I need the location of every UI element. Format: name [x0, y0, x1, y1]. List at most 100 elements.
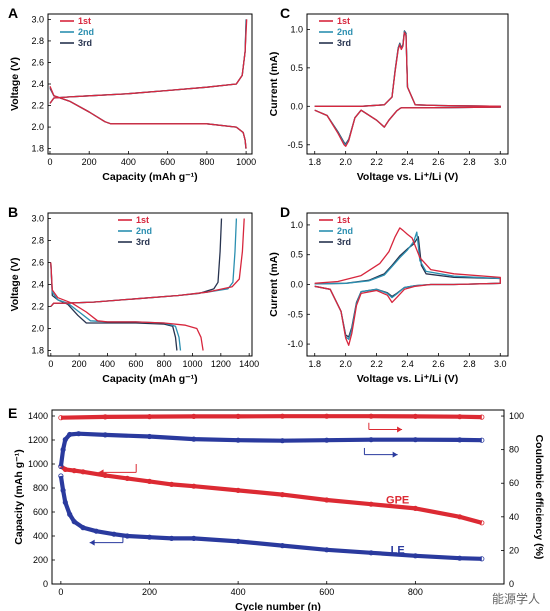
gpe-left-arrow-head [98, 469, 104, 476]
data-point [102, 432, 108, 438]
data-point [279, 491, 285, 498]
data-point [235, 487, 241, 493]
data-point [124, 475, 130, 481]
series-line-charge [49, 19, 248, 104]
data-point [146, 478, 153, 484]
x-tick-label: 1400 [239, 359, 259, 369]
x-tick-label: 2.8 [463, 157, 476, 167]
data-point [191, 436, 197, 442]
data-point [235, 538, 241, 545]
data-point [71, 518, 77, 525]
data-point [58, 415, 64, 421]
data-point [479, 520, 485, 526]
series-line-gpe-capacity [59, 464, 483, 525]
x-axis-label: Voltage vs. Li⁺/Li (V) [357, 171, 459, 183]
x-tick-label: 1200 [211, 359, 231, 369]
y-right-axis-label: Coulombic efficiency (%) [533, 435, 545, 560]
x-tick-label: 200 [82, 157, 97, 167]
data-point [93, 528, 99, 534]
x-tick-label: 2.4 [401, 359, 414, 369]
legend-label: 3rd [136, 237, 150, 247]
x-tick-label: 200 [72, 359, 87, 369]
data-point [412, 505, 418, 511]
data-point [479, 437, 485, 443]
legend-label: 2nd [78, 27, 94, 37]
annotation-le: LE [391, 544, 405, 556]
data-point [368, 437, 374, 443]
series-line-le-capacity [58, 475, 482, 561]
data-point [324, 413, 330, 419]
data-point [102, 414, 108, 420]
y-tick-label: 3.0 [31, 214, 44, 224]
data-point [324, 497, 330, 503]
legend-label: 3rd [337, 237, 351, 247]
y-tick-label: 400 [33, 531, 48, 541]
y-axis-label: Current (mA) [268, 252, 280, 317]
y-tick-label: 1.0 [290, 220, 303, 230]
y-tick-label: 0.5 [290, 63, 303, 73]
panel-b: B 0 200 400 600 800 1000 1200 1400 1.8 2.0 2.2 2.4 2.… [8, 204, 259, 385]
data-point [60, 487, 66, 493]
legend-label: 2nd [136, 226, 152, 236]
x-axis-label: Capacity (mAh g⁻¹) [102, 373, 197, 385]
x-tick-label: 400 [231, 587, 246, 597]
data-point [169, 481, 175, 487]
data-point [279, 542, 285, 549]
y-tick-label: 0.5 [290, 250, 303, 260]
data-point [191, 535, 197, 542]
y-tick-label: 0.0 [290, 101, 303, 111]
data-point [62, 436, 68, 443]
series-line-charge [50, 218, 245, 307]
y-axis-label: Current (mA) [268, 52, 280, 117]
data-point [62, 499, 68, 505]
data-point [111, 531, 117, 537]
panel-d: D 1.8 2.0 2.2 2.4 2.6 2.8 3.0 -1.0 -0.5 0.0 0.5 1.0 V… [268, 204, 509, 385]
y-tick-label: 2.6 [31, 258, 44, 268]
x-tick-label: 800 [157, 359, 172, 369]
data-point [412, 437, 418, 443]
panel-a: A 0 200 400 600 800 1000 1.8 2.0 2.2 2.4 2.6 2.8 3.0 C… [8, 5, 256, 183]
series-line-le-coulombic_efficiency [58, 431, 482, 467]
y-tick-label: 2.6 [31, 57, 44, 67]
data-point [368, 501, 374, 507]
data-point [191, 483, 197, 489]
data-point [324, 437, 330, 443]
y-tick-label: 2.8 [31, 236, 44, 246]
y-tick-label: 2.2 [31, 302, 44, 312]
y-axis-label: Voltage (V) [9, 257, 21, 311]
x-axis-label: Capacity (mAh g⁻¹) [102, 171, 197, 183]
x-tick-label: 400 [100, 359, 115, 369]
x-tick-label: 2.0 [339, 359, 352, 369]
gpe-right-arrow-head [397, 426, 403, 433]
series-line-discharge [49, 85, 247, 149]
data-point [235, 437, 241, 443]
legend-label: 2nd [337, 27, 353, 37]
x-tick-label: 1000 [182, 359, 202, 369]
x-tick-label: 2.2 [370, 359, 383, 369]
data-point [62, 466, 68, 472]
x-tick-label: 1.8 [308, 157, 321, 167]
legend-label: 2nd [337, 226, 353, 236]
watermark-text: 能源学人 [491, 592, 540, 606]
y-tick-label: 1.8 [31, 144, 44, 154]
y-tick-label: 2.8 [31, 36, 44, 46]
y-tick-label: 1.8 [31, 346, 44, 356]
data-point [479, 556, 485, 562]
data-point [146, 433, 153, 440]
y-tick-label: 2.4 [31, 280, 44, 290]
y-tick-label: 2.0 [31, 122, 44, 132]
x-tick-label: 200 [142, 587, 157, 597]
data-point [279, 438, 285, 444]
le-right-arrow-head [392, 451, 398, 458]
data-point [457, 437, 463, 443]
series-line-gpe-coulombic_efficiency [60, 414, 482, 420]
data-point [67, 511, 73, 518]
x-tick-label: 2.4 [401, 157, 414, 167]
panel-letter: D [280, 204, 290, 220]
data-point [457, 555, 463, 561]
data-point [76, 431, 82, 437]
x-tick-label: 0 [47, 157, 52, 167]
x-axis-label: Cycle number (n) [235, 601, 321, 611]
legend-label: 3rd [78, 38, 92, 48]
